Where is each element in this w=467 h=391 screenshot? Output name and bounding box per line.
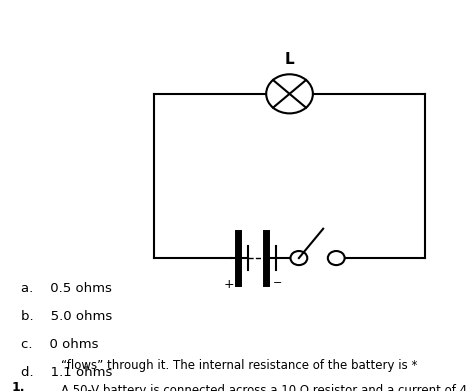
Text: “flows” through it. The internal resistance of the battery is *: “flows” through it. The internal resista… — [61, 359, 417, 372]
Text: 1.: 1. — [12, 381, 25, 391]
Text: L: L — [285, 52, 294, 67]
Text: A 50-V battery is connected across a 10 Ω resistor and a current of 4.5 A: A 50-V battery is connected across a 10 … — [61, 384, 467, 391]
Text: −: − — [273, 278, 283, 288]
Text: +: + — [224, 278, 234, 291]
Text: a.    0.5 ohms: a. 0.5 ohms — [21, 282, 112, 294]
Text: d.    1.1 ohms: d. 1.1 ohms — [21, 366, 113, 379]
Text: b.    5.0 ohms: b. 5.0 ohms — [21, 310, 112, 323]
Text: c.    0 ohms: c. 0 ohms — [21, 338, 99, 351]
